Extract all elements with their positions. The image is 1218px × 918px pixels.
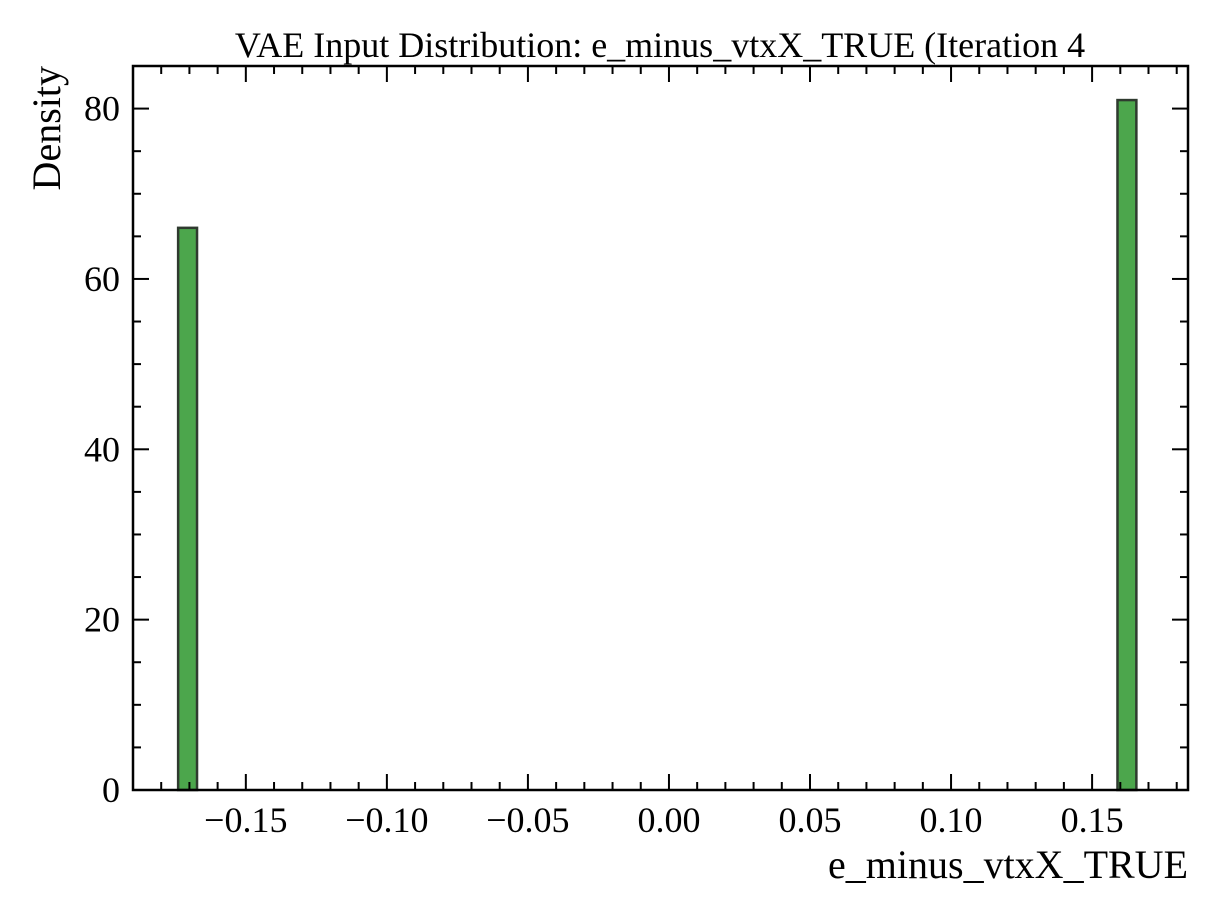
axis-tick-labels: −0.15 −0.10 −0.05 0.00 0.05 0.10 0.15 0 20 40 60 80 — [84, 89, 1124, 840]
y-tick-label-2: 40 — [84, 429, 120, 469]
x-tick-label-3: 0.00 — [637, 800, 700, 840]
x-tick-label-0: −0.15 — [204, 800, 287, 840]
x-tick-label-2: −0.05 — [486, 800, 569, 840]
x-tick-label-1: −0.10 — [345, 800, 428, 840]
histogram-bar-0 — [176, 226, 199, 792]
x-tick-label-6: 0.15 — [1061, 800, 1124, 840]
chart-title: VAE Input Distribution: e_minus_vtxX_TRU… — [235, 25, 1085, 65]
y-tick-label-0: 0 — [102, 770, 120, 810]
plot-frame — [131, 64, 1190, 792]
y-tick-label-1: 20 — [84, 600, 120, 640]
bars-group — [176, 98, 1138, 792]
x-tick-label-4: 0.05 — [779, 800, 842, 840]
histogram-bar-1 — [1116, 98, 1138, 792]
y-tick-label-4: 80 — [84, 89, 120, 129]
axis-ticks — [132, 65, 1188, 791]
y-tick-label-3: 60 — [84, 259, 120, 299]
x-axis-label: e_minus_vtxX_TRUE — [828, 842, 1188, 887]
x-tick-label-5: 0.10 — [920, 800, 983, 840]
y-axis-label: Density — [24, 66, 69, 190]
